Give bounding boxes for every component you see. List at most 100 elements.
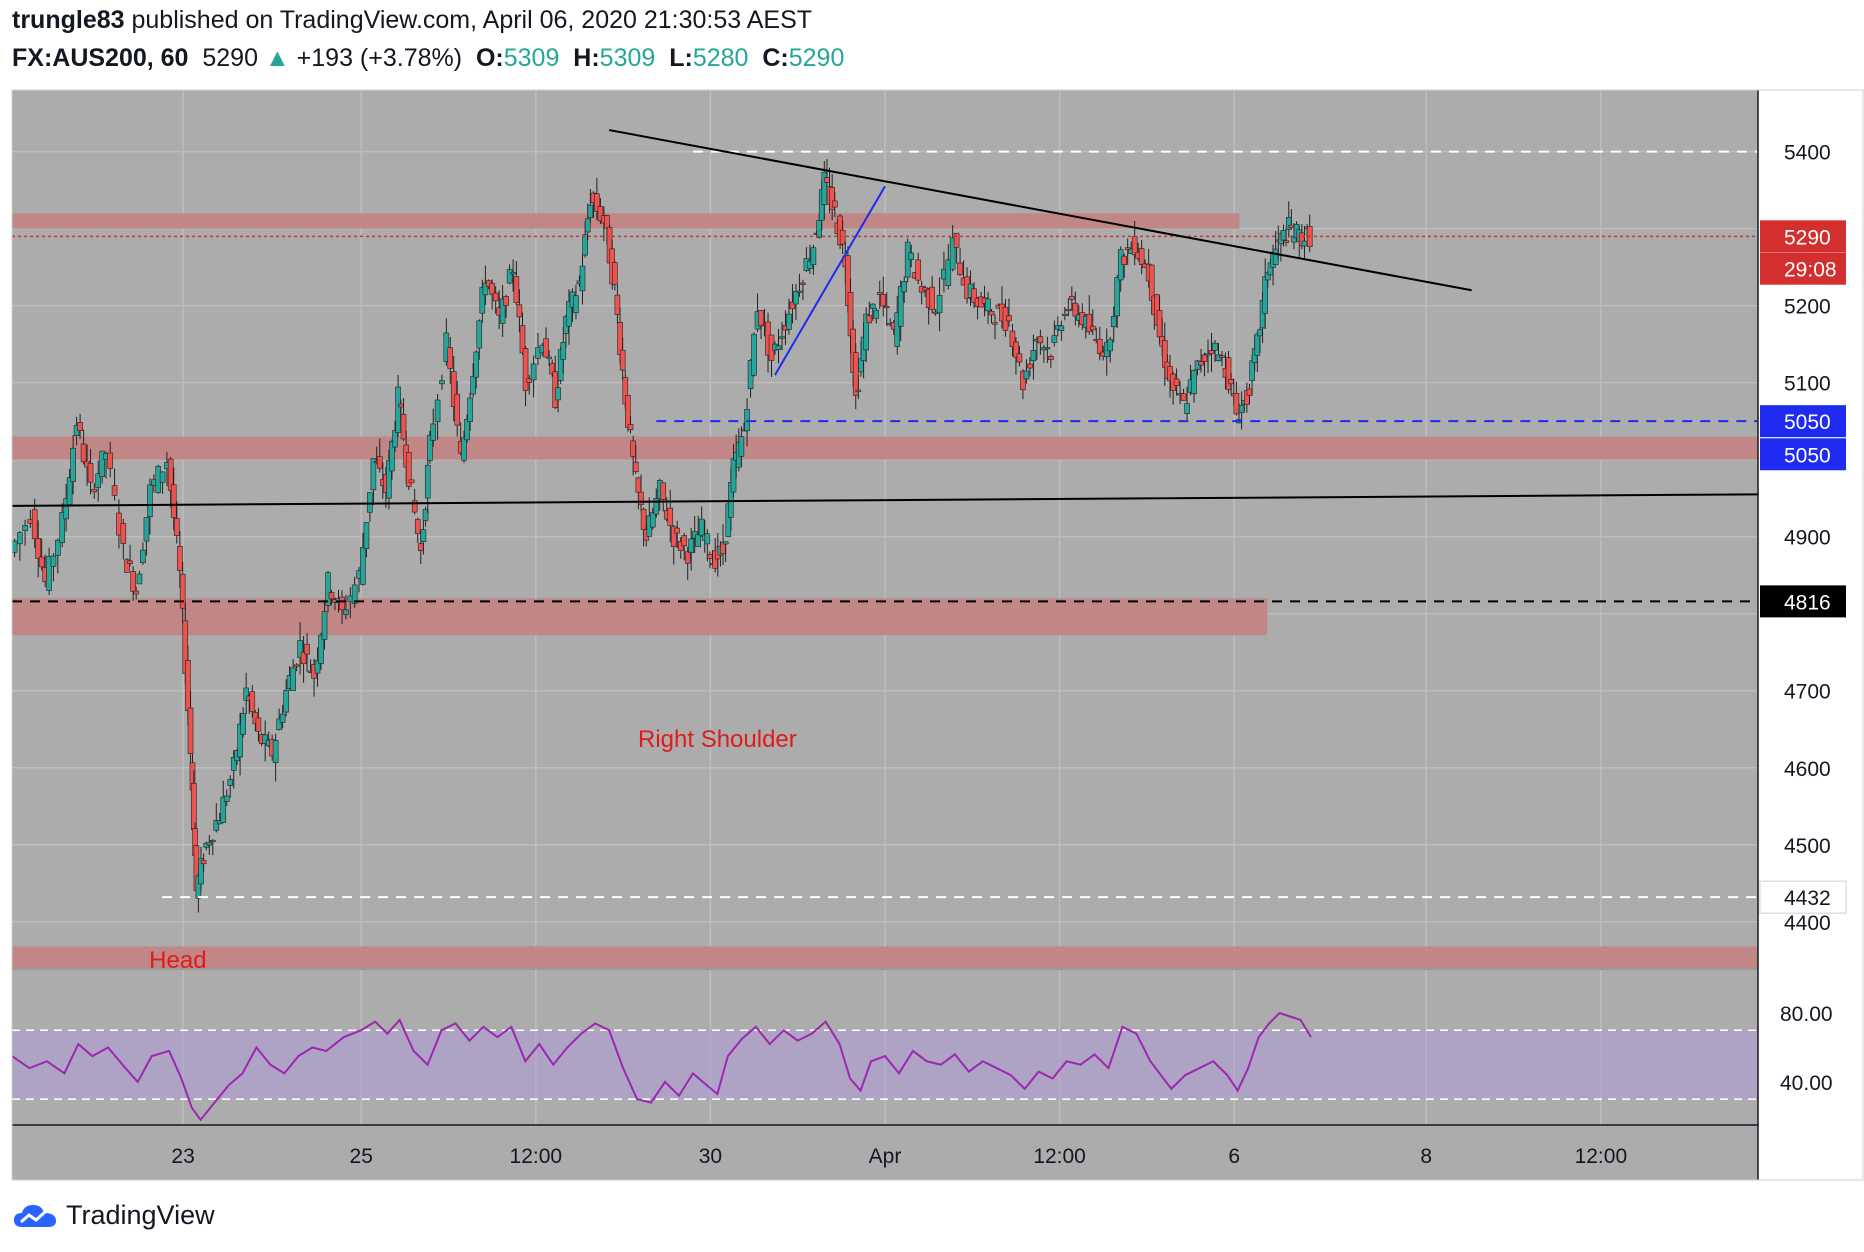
candle-body [744,409,750,432]
tradingview-logo[interactable]: TradingView [12,1200,215,1231]
candle-body [1124,247,1131,250]
candle-body [1288,224,1295,228]
candle-body [873,309,880,319]
trendline[interactable] [774,185,886,376]
candle-body [897,286,904,327]
candle-body [370,458,377,491]
publisher-name[interactable]: trungle83 [12,6,125,34]
candle-body [546,356,552,359]
candle-body [434,399,441,423]
candle-body [876,292,883,295]
candle-body [1272,248,1279,266]
candle-body [793,290,799,305]
candle-body [213,820,220,831]
candle-body [177,546,183,571]
candle-body [722,541,729,545]
candle-body [1013,341,1019,358]
candle-body [751,333,757,376]
candle-body [1212,342,1218,351]
candle-body [630,440,636,457]
trendline[interactable] [608,129,1472,292]
candle-body [632,461,639,473]
candle-body [1156,310,1163,338]
candle-body [499,298,506,324]
candle-body [99,450,105,477]
candle-body [667,507,674,526]
candle-body [159,471,166,483]
candle-body [510,271,516,275]
rsi-band [12,1030,1758,1100]
price-axis-label: 4500 [1784,835,1831,858]
candle-body [427,434,433,461]
candle-body [738,436,745,457]
candle-body [314,660,321,674]
candle-body [95,473,102,488]
symbol-legend: FX:AUS200, 60 5290 ▲ +193 (+3.78%) O:530… [12,44,844,73]
candle-body [38,556,45,568]
candle-body [262,734,268,744]
high-value: 5309 [599,44,656,72]
candle-body [869,303,876,309]
candle-body [227,779,234,786]
candle-body [1301,240,1308,247]
candle-body [579,265,586,292]
tradingview-cloud-icon [14,1204,56,1227]
candle-body [929,286,935,311]
resistance-support-zone [12,598,1268,636]
candle-body [1058,325,1065,331]
candle-body [674,527,681,534]
candle-body [506,269,513,284]
candle-body [240,713,246,735]
price-tag-red [1760,220,1846,253]
symbol-name: FX:AUS200, 60 [12,44,189,72]
candle-body [367,492,373,513]
time-axis[interactable] [12,1125,1758,1180]
candle-body [351,584,358,604]
low-value: 5280 [692,44,749,72]
price-axis-label: 4432 [1784,887,1831,910]
candle-body [325,572,331,606]
price-chart[interactable]: 23 25 12:00 30 Apr 12:00 6 8 12:00 Right Shoulder… [0,0,1864,1195]
candle-body [649,512,656,528]
candle-body [614,294,621,315]
candle-body [1062,313,1068,316]
candle-body [894,312,901,347]
candle-body [1114,277,1121,317]
trendline[interactable] [11,493,1759,507]
candle-body [439,380,445,385]
candle-body [300,651,307,665]
price-axis-label: 4816 [1784,591,1831,614]
candle-body [136,573,143,585]
candle-body [124,559,130,573]
candle-body [272,740,279,764]
candle-body [513,276,520,303]
candle-body [688,538,694,553]
candle-body [417,543,424,551]
candle-body [479,287,486,314]
candle-body [863,313,870,351]
candle-body [464,418,470,441]
candle-body [63,498,69,520]
resistance-support-zone [12,213,1240,229]
candle-body [223,795,230,802]
candle-body [1198,361,1204,366]
candle-body [187,707,194,754]
price-change: +193 (+3.78%) [296,44,463,72]
candle-body [1030,350,1037,362]
time-tick-label: 25 [350,1145,373,1168]
candle-body [405,451,412,487]
candle-body [467,397,473,422]
candle-body [1096,338,1103,354]
candle-body [170,484,177,518]
candle-body [949,237,956,270]
candle-body [522,348,529,391]
time-tick-label: 23 [171,1145,194,1168]
candle-body [1037,336,1044,344]
candle-body [880,294,887,307]
candle-body [70,447,76,482]
candle-body [1027,363,1033,369]
candle-body [1238,404,1245,414]
rsi-line [11,1011,1312,1122]
candle-body [1280,229,1287,241]
candle-body [389,440,395,472]
